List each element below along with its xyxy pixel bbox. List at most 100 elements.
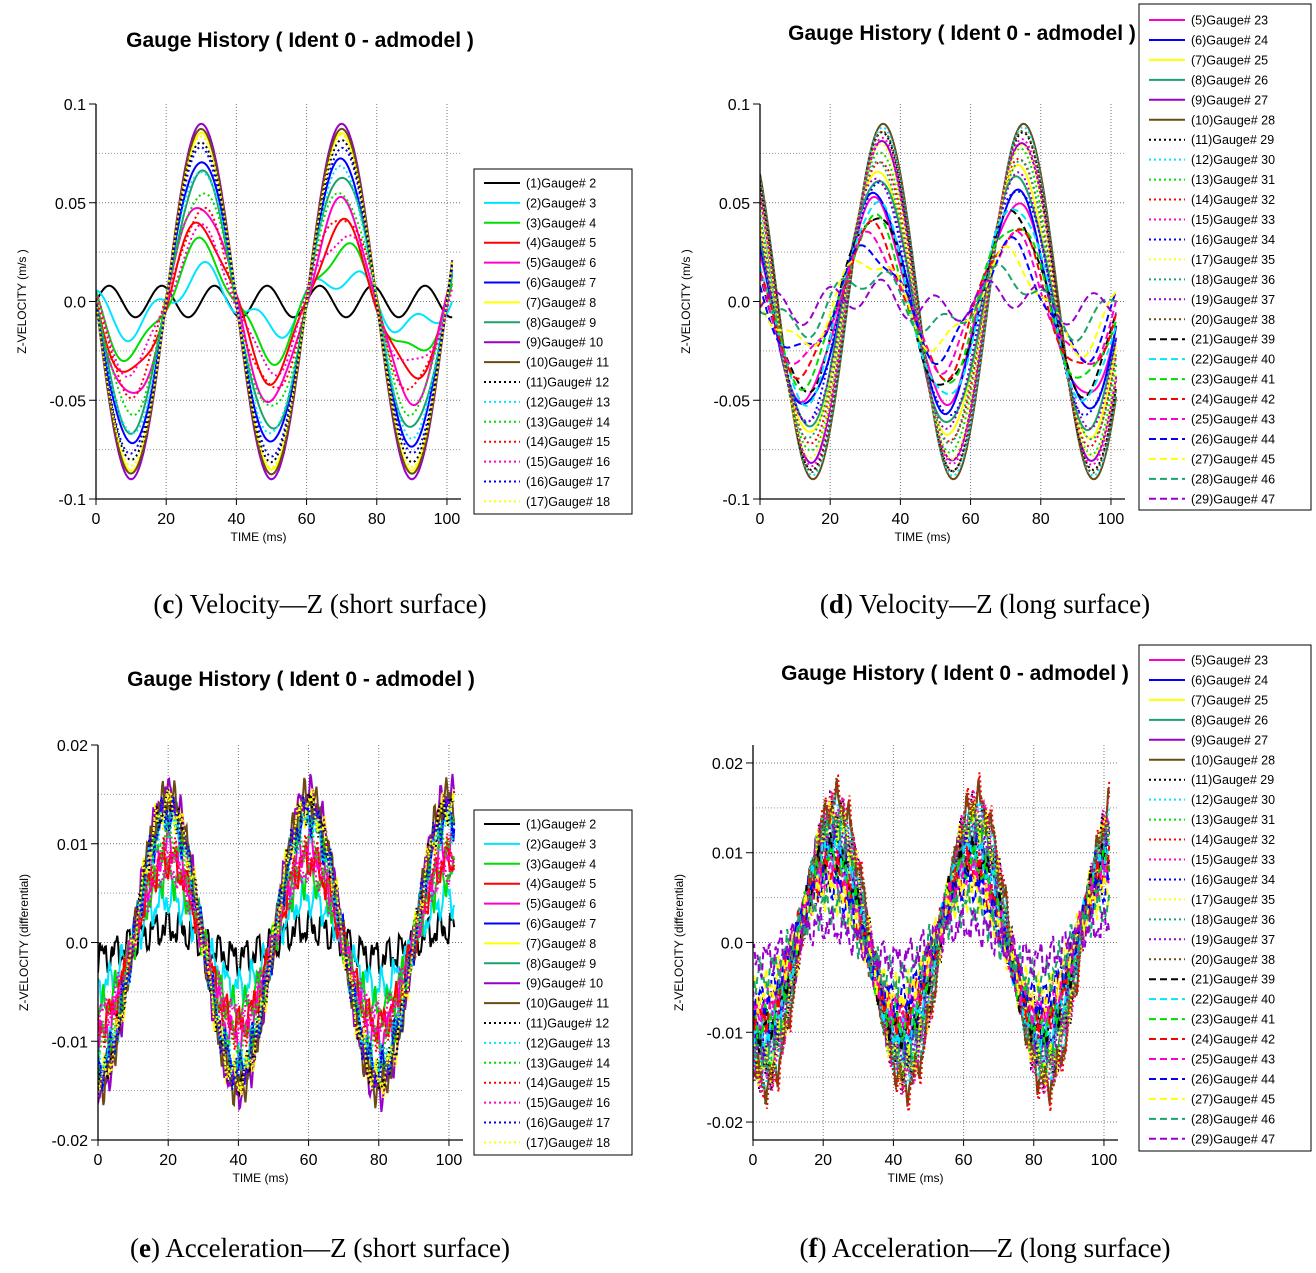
x-tick-label: 0 xyxy=(94,1152,103,1169)
legend-label: (20)Gauge# 38 xyxy=(1191,953,1275,967)
series-line xyxy=(96,284,453,319)
legend-label: (15)Gauge# 16 xyxy=(526,1096,610,1110)
legend-label: (10)Gauge# 11 xyxy=(526,356,609,370)
y-tick-label: 0.05 xyxy=(55,196,86,213)
series-line xyxy=(98,795,456,1092)
legend-label: (17)Gauge# 18 xyxy=(526,1136,610,1150)
legend-label: (13)Gauge# 31 xyxy=(1191,173,1275,187)
legend: (1)Gauge# 2 (2)Gauge# 3 (3)Gauge# 4 (4)Gaug… xyxy=(473,168,633,515)
y-tick-label: -0.05 xyxy=(714,393,751,410)
x-tick-label: 60 xyxy=(300,1152,318,1169)
legend-label: (16)Gauge# 17 xyxy=(526,1116,610,1130)
x-tick-label: 20 xyxy=(814,1152,832,1169)
y-tick-label: 0.01 xyxy=(712,846,743,863)
legend-label: (24)Gauge# 42 xyxy=(1191,1033,1275,1047)
y-tick-label: 0.0 xyxy=(728,295,750,312)
legend-label: (21)Gauge# 39 xyxy=(1191,333,1275,347)
series-line xyxy=(760,157,1118,448)
legend-label: (22)Gauge# 40 xyxy=(1191,993,1275,1007)
caption-paren-open: ( xyxy=(130,1233,139,1263)
caption-paren-close: ) xyxy=(151,1233,160,1263)
legend-label: (12)Gauge# 30 xyxy=(1191,793,1275,807)
x-tick-label: 40 xyxy=(229,1152,247,1169)
legend-label: (14)Gauge# 32 xyxy=(1191,193,1275,207)
legend: (5)Gauge# 23 (6)Gauge# 24 (7)Gauge# 25 (8)G… xyxy=(1138,644,1312,1152)
legend-label: (27)Gauge# 45 xyxy=(1191,1092,1275,1106)
legend-label: (14)Gauge# 15 xyxy=(526,1076,610,1090)
legend-label: (3)Gauge# 4 xyxy=(526,216,596,230)
series-line xyxy=(96,127,454,476)
y-tick-label: 0.0 xyxy=(66,936,88,953)
legend-label: (24)Gauge# 42 xyxy=(1191,393,1275,407)
legend-label: (1)Gauge# 2 xyxy=(526,177,596,191)
y-axis-label: Z-VELOCITY (differential) xyxy=(672,874,686,1011)
legend-label: (3)Gauge# 4 xyxy=(526,857,596,871)
legend-label: (5)Gauge# 23 xyxy=(1191,14,1268,28)
x-tick-label: 40 xyxy=(227,511,245,528)
legend-label: (12)Gauge# 13 xyxy=(526,1036,610,1050)
legend-label: (29)Gauge# 47 xyxy=(1191,492,1275,506)
series-line xyxy=(753,797,1110,1088)
x-tick-label: 80 xyxy=(1032,511,1050,528)
caption-paren-open: ( xyxy=(799,1233,808,1263)
series-line xyxy=(96,164,454,440)
legend-label: (2)Gauge# 3 xyxy=(526,196,596,210)
series-line xyxy=(753,904,1111,981)
x-tick-label: 20 xyxy=(157,511,175,528)
x-tick-label: 0 xyxy=(756,511,765,528)
series-line xyxy=(760,278,1117,327)
legend-label: (26)Gauge# 44 xyxy=(1191,1072,1275,1086)
caption: (d) Velocity—Z (long surface) xyxy=(820,589,1150,619)
caption-paren-open: ( xyxy=(153,589,162,619)
caption-letter: c xyxy=(162,589,174,619)
series-line xyxy=(96,260,454,343)
caption-paren-close: ) xyxy=(844,589,853,619)
y-tick-label: -0.02 xyxy=(52,1133,89,1150)
series-line xyxy=(753,787,1111,1099)
series-line xyxy=(98,816,456,1068)
legend-label: (11)Gauge# 29 xyxy=(1191,773,1274,787)
chart-c: Gauge History ( Ident 0 - admodel ) 0 20 40… xyxy=(15,29,633,619)
x-tick-label: 100 xyxy=(434,511,461,528)
legend-label: (7)Gauge# 8 xyxy=(526,937,596,951)
y-tick-label: -0.1 xyxy=(722,492,750,509)
caption: (e) Acceleration—Z (short surface) xyxy=(130,1233,510,1263)
legend-label: (21)Gauge# 39 xyxy=(1191,973,1275,987)
x-tick-label: 100 xyxy=(436,1152,463,1169)
y-tick-label: -0.02 xyxy=(707,1115,744,1132)
series-line xyxy=(753,772,1111,1112)
legend-label: (8)Gauge# 26 xyxy=(1191,73,1268,87)
series-line xyxy=(760,142,1118,461)
legend-label: (16)Gauge# 34 xyxy=(1191,233,1275,247)
x-tick-label: 60 xyxy=(962,511,980,528)
x-axis-label: TIME (ms) xyxy=(231,530,287,544)
legend-label: (6)Gauge# 24 xyxy=(1191,33,1268,47)
legend: (1)Gauge# 2 (2)Gauge# 3 (3)Gauge# 4 (4)Gaug… xyxy=(473,809,633,1156)
series-line xyxy=(760,131,1118,473)
legend-label: (11)Gauge# 29 xyxy=(1191,133,1274,147)
y-tick-label: -0.05 xyxy=(50,393,87,410)
legend-label: (26)Gauge# 44 xyxy=(1191,432,1275,446)
legend-label: (13)Gauge# 14 xyxy=(526,415,610,429)
caption: (c) Velocity—Z (short surface) xyxy=(153,589,486,619)
legend-label: (17)Gauge# 35 xyxy=(1191,893,1275,907)
series-line xyxy=(96,206,454,400)
x-tick-label: 60 xyxy=(298,511,316,528)
legend-label: (22)Gauge# 40 xyxy=(1191,353,1275,367)
legend-label: (2)Gauge# 3 xyxy=(526,837,596,851)
caption-text: Acceleration—Z (short surface) xyxy=(160,1233,510,1263)
legend-label: (6)Gauge# 7 xyxy=(526,917,596,931)
series-line xyxy=(753,840,1111,1043)
x-tick-label: 60 xyxy=(955,1152,973,1169)
y-tick-label: 0.02 xyxy=(712,756,743,773)
x-axis-label: TIME (ms) xyxy=(895,530,951,544)
legend-label: (20)Gauge# 38 xyxy=(1191,313,1275,327)
series-line xyxy=(753,789,1111,1095)
series-line xyxy=(760,230,1118,375)
series-group xyxy=(98,773,456,1113)
chart-title: Gauge History ( Ident 0 - admodel ) xyxy=(788,22,1136,45)
caption-letter: d xyxy=(829,589,844,619)
legend-label: (14)Gauge# 15 xyxy=(526,435,610,449)
legend-label: (15)Gauge# 16 xyxy=(526,455,610,469)
